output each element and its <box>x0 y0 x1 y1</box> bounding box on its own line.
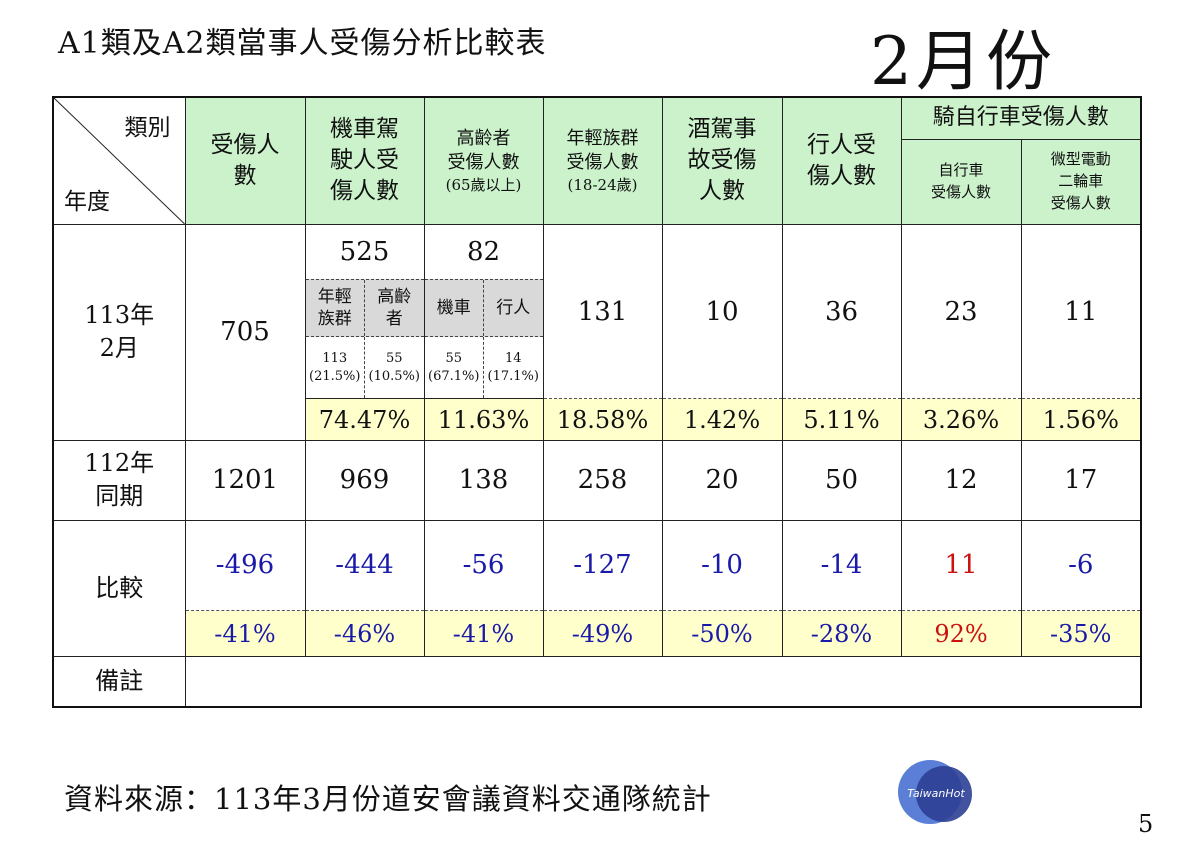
moto-total: 525 <box>339 237 390 268</box>
cell-113-drunk: 10 <box>661 223 783 399</box>
elderly-moto-header: 機車 <box>436 298 471 319</box>
cmp-elderly: -56 <box>423 519 544 611</box>
cell-113-ebike: 11 <box>1020 223 1142 399</box>
svg-text:TaiwanHot: TaiwanHot <box>907 787 965 800</box>
remarks-cell <box>184 656 1142 708</box>
cmp-pct-injured: -41% <box>184 610 306 658</box>
taiwanhot-logo: TaiwanHot <box>896 752 976 832</box>
moto-youth-header: 年輕 族群 <box>317 287 352 330</box>
cmp-pct-elderly: -41% <box>423 610 544 658</box>
month-label: 2月份 <box>870 23 1056 100</box>
page-title: A1類及A2類當事人受傷分析比較表 <box>58 26 547 61</box>
cell-112-youth: 258 <box>542 439 663 521</box>
cell-112-elderly: 138 <box>423 439 544 521</box>
cell-112-pedestrian: 50 <box>781 439 902 521</box>
header-corner-cell: 類別 年度 <box>52 96 186 225</box>
cell-112-ebike: 17 <box>1020 439 1142 521</box>
cmp-pct-bicycle: 92% <box>900 610 1022 658</box>
cell-113-youth: 131 <box>542 223 663 399</box>
cell-113-motorcycle: 525 年輕 族群 高齡者 113 (21.5%) 55 (10.5%) <box>304 223 425 400</box>
cell-113-elderly: 82 機車 行人 55 (67.1%) 14 (17.1%) <box>423 223 544 400</box>
pct-113-bicycle: 3.26% <box>900 398 1022 441</box>
pct-113-pedestrian: 5.11% <box>781 398 902 441</box>
cmp-pct-youth: -49% <box>542 610 663 658</box>
header-pedestrian: 行人受 傷人數 <box>781 96 902 225</box>
cmp-pedestrian: -14 <box>781 519 902 611</box>
pct-113-drunk: 1.42% <box>661 398 783 441</box>
elderly-breakdown-header: 機車 行人 <box>424 279 543 338</box>
cmp-youth: -127 <box>542 519 663 611</box>
cmp-pct-motorcycle: -46% <box>304 610 425 658</box>
cmp-pct-pedestrian: -28% <box>781 610 902 658</box>
header-drunk-driving: 酒駕事 故受傷 人數 <box>661 96 783 225</box>
header-motorcycle: 機車駕 駛人受 傷人數 <box>304 96 425 225</box>
pct-113-motorcycle: 74.47% <box>304 398 425 441</box>
moto-elderly-header: 高齡者 <box>364 280 424 337</box>
header-injured: 受傷人數 <box>184 96 306 225</box>
header-cyclist-group: 騎自行車受傷人數 <box>900 96 1142 140</box>
elderly-total: 82 <box>466 237 501 268</box>
cmp-pct-ebike: -35% <box>1020 610 1142 658</box>
header-elderly: 高齡者 受傷人數 (65歲以上) <box>423 96 544 225</box>
page-number: 5 <box>1138 810 1154 838</box>
cmp-injured: -496 <box>184 519 306 611</box>
row-label-112: 112年 同期 <box>52 439 186 521</box>
category-label: 類別 <box>124 115 171 141</box>
cell-112-bicycle: 12 <box>900 439 1022 521</box>
row-label-compare: 比較 <box>52 519 186 658</box>
elderly-breakdown-values: 55 (67.1%) 14 (17.1%) <box>425 337 543 399</box>
cell-112-drunk: 20 <box>661 439 783 521</box>
moto-breakdown-header: 年輕 族群 高齡者 <box>305 279 424 338</box>
moto-elderly-value: 55 (10.5%) <box>364 337 424 399</box>
moto-youth-value: 113 (21.5%) <box>309 351 361 384</box>
cell-112-injured: 1201 <box>184 439 306 521</box>
cmp-drunk: -10 <box>661 519 783 611</box>
pct-113-ebike: 1.56% <box>1020 398 1142 441</box>
cmp-motorcycle: -444 <box>304 519 425 611</box>
row-label-113: 113年 2月 <box>52 223 186 441</box>
cmp-pct-drunk: -50% <box>661 610 783 658</box>
cell-113-bicycle: 23 <box>900 223 1022 399</box>
moto-breakdown-values: 113 (21.5%) 55 (10.5%) <box>306 337 424 399</box>
year-label: 年度 <box>64 188 110 215</box>
elderly-pedestrian-header: 行人 <box>483 280 543 337</box>
row-label-remarks: 備註 <box>52 656 186 708</box>
header-bicycle: 自行車 受傷人數 <box>900 138 1022 225</box>
elderly-pedestrian-value: 14 (17.1%) <box>483 337 543 399</box>
cmp-bicycle: 11 <box>900 519 1022 611</box>
cell-112-motorcycle: 969 <box>304 439 425 521</box>
cell-113-pedestrian: 36 <box>781 223 902 399</box>
pct-113-youth: 18.58% <box>542 398 663 441</box>
cell-113-injured: 705 <box>184 223 306 441</box>
header-ebike: 微型電動 二輪車 受傷人數 <box>1020 138 1142 225</box>
elderly-moto-value: 55 (67.1%) <box>428 351 480 384</box>
injury-comparison-table: 類別 年度 受傷人數 機車駕 駛人受 傷人數 高齡者 受傷人數 (65歲以上) 年輕族群… <box>52 96 1143 708</box>
data-source: 資料來源：113年3月份道安會議資料交通隊統計 <box>64 782 712 816</box>
pct-113-elderly: 11.63% <box>423 398 544 441</box>
cmp-ebike: -6 <box>1020 519 1142 611</box>
header-youth: 年輕族群 受傷人數 (18-24歲) <box>542 96 663 225</box>
